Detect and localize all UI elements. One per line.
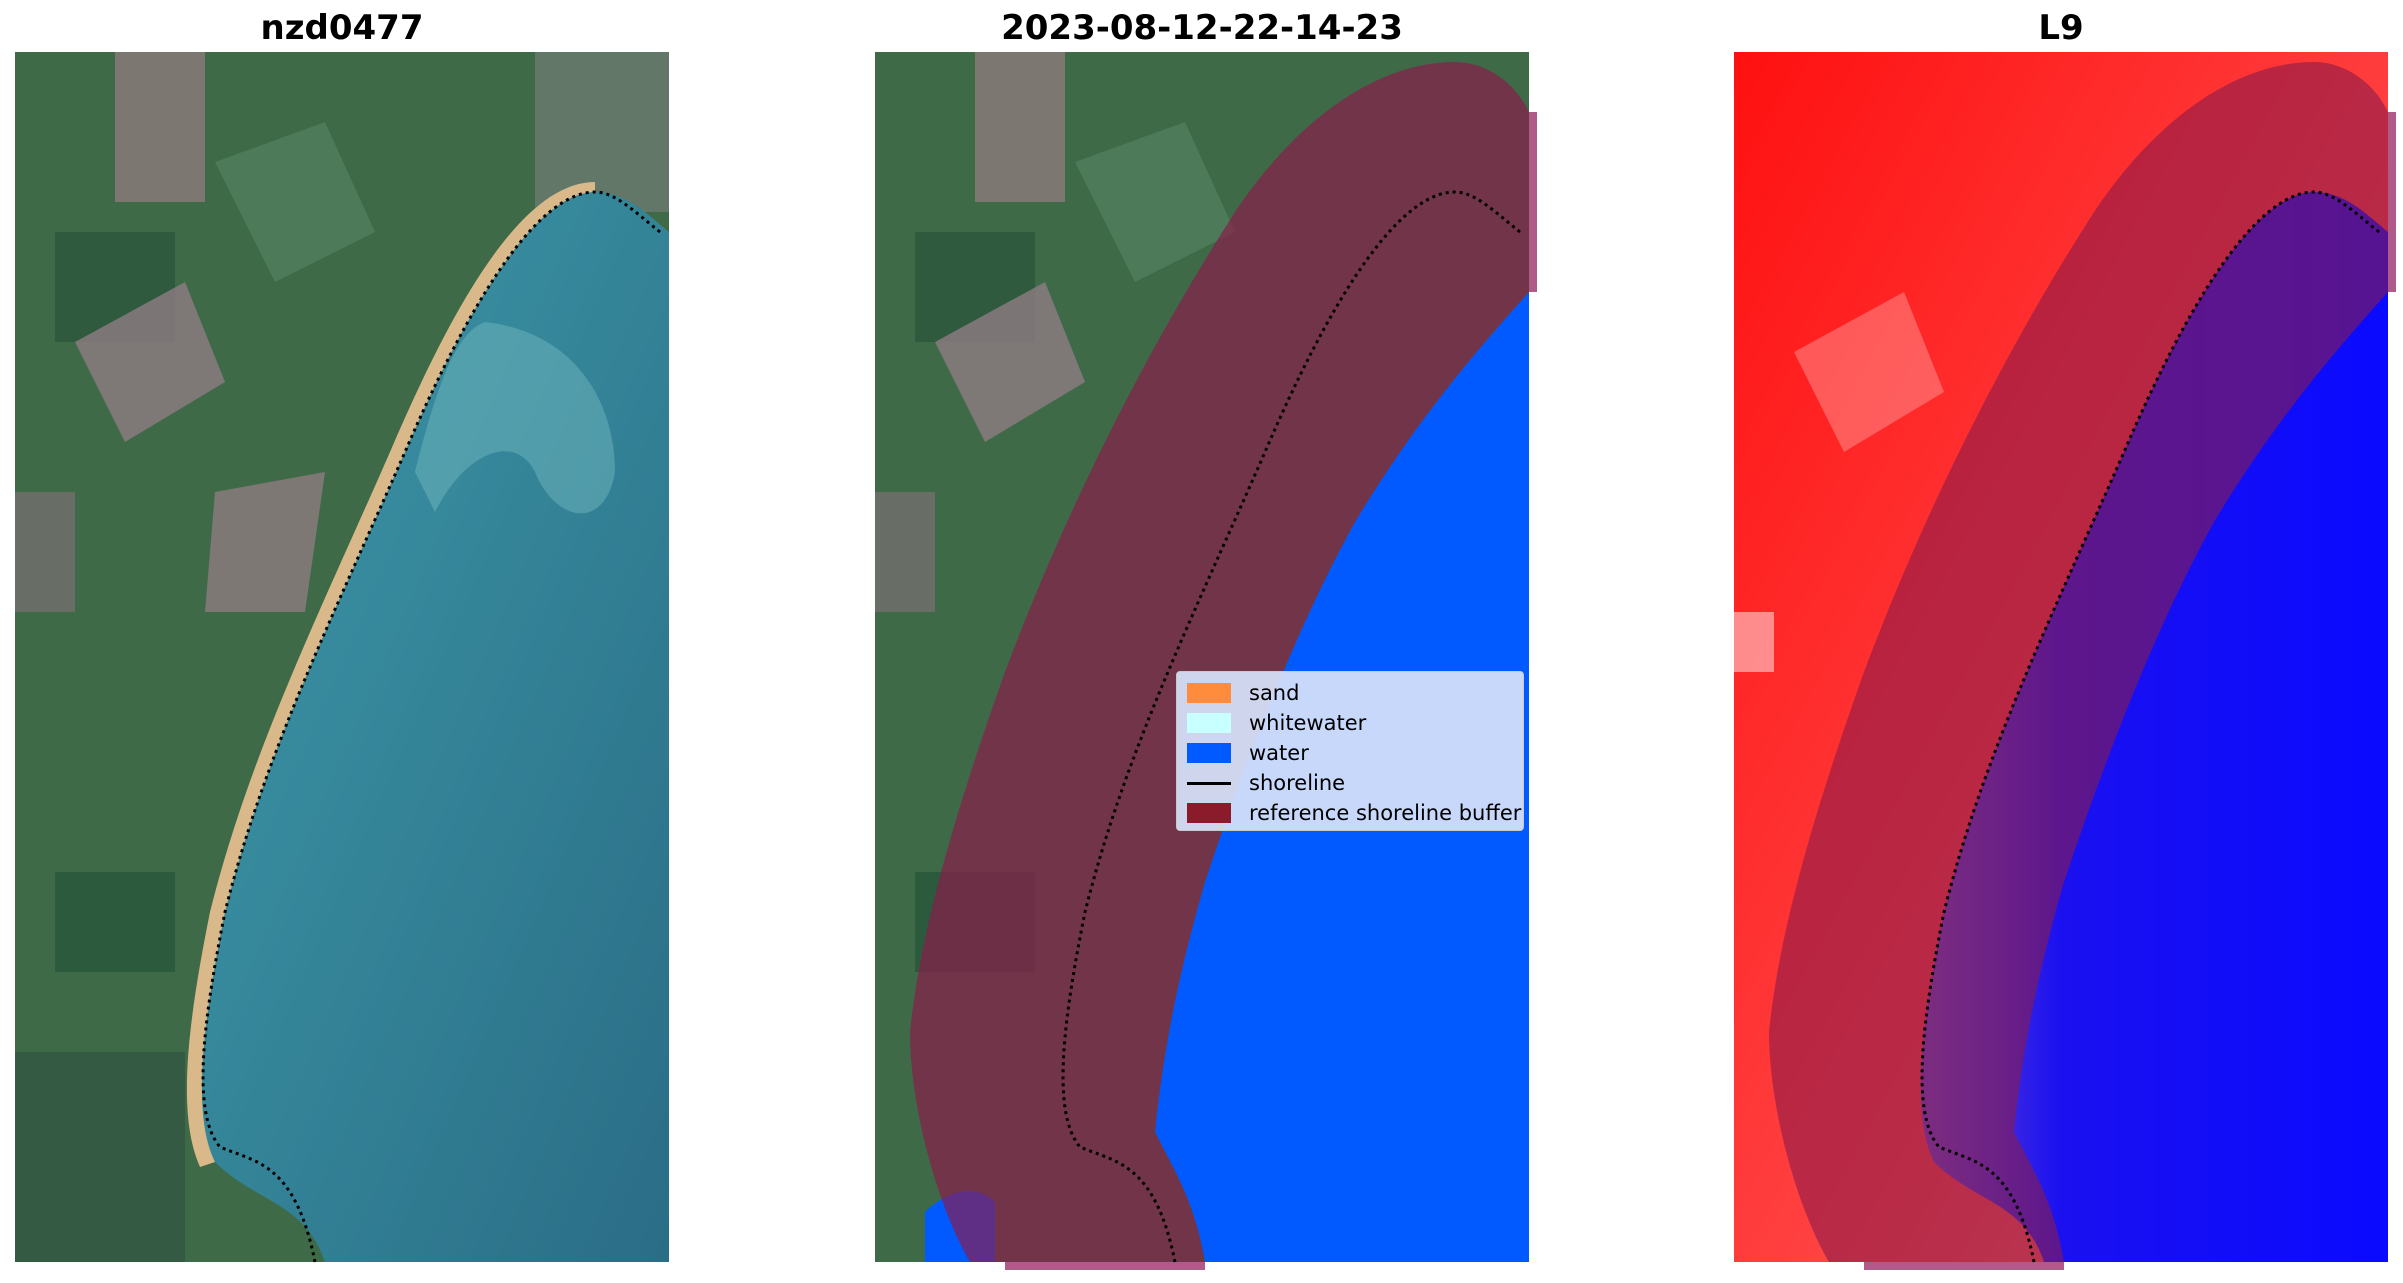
legend-label: whitewater: [1249, 711, 1367, 735]
field-patch: [215, 122, 375, 282]
legend-swatch-whitewater: [1187, 713, 1231, 733]
legend-label: sand: [1249, 681, 1300, 705]
legend-item-water: water: [1187, 738, 1513, 768]
field-patch: [15, 1052, 185, 1262]
field-patch: [55, 872, 175, 972]
legend-swatch-buffer: [1187, 803, 1231, 823]
buffer-edge: [1529, 112, 1537, 292]
buffer-edge: [1005, 1262, 1205, 1270]
field-patch: [15, 492, 75, 612]
legend-label: reference shoreline buffer: [1249, 801, 1522, 825]
legend-item-buffer: reference shoreline buffer: [1187, 798, 1521, 828]
reference-shoreline-buffer: [1769, 62, 2388, 1262]
water-index: [1920, 192, 2388, 1262]
field-patch: [535, 52, 669, 212]
legend-swatch-water: [1187, 743, 1231, 763]
panel-title-date: 2023-08-12-22-14-23: [1001, 8, 1403, 48]
legend: sand whitewater water shoreline referenc…: [1176, 671, 1524, 831]
index-image: [1734, 52, 2396, 1270]
reference-shoreline-buffer: [910, 62, 1529, 1262]
rgb-image: [15, 52, 670, 1263]
classified-image: [875, 52, 1537, 1270]
legend-item-shoreline: shoreline: [1187, 768, 1513, 798]
field-patch: [115, 52, 205, 202]
field-patch: [205, 472, 325, 612]
field-patch: [75, 282, 225, 442]
legend-swatch-sand: [1187, 683, 1231, 703]
legend-label: shoreline: [1249, 771, 1346, 795]
legend-item-whitewater: whitewater: [1187, 708, 1513, 738]
panel-title-site: nzd0477: [260, 8, 424, 48]
legend-line-shoreline: [1187, 781, 1231, 785]
legend-label: water: [1249, 741, 1309, 765]
legend-item-sand: sand: [1187, 678, 1513, 708]
sediment-plume: [415, 322, 615, 514]
panel-title-satellite: L9: [2038, 8, 2084, 48]
